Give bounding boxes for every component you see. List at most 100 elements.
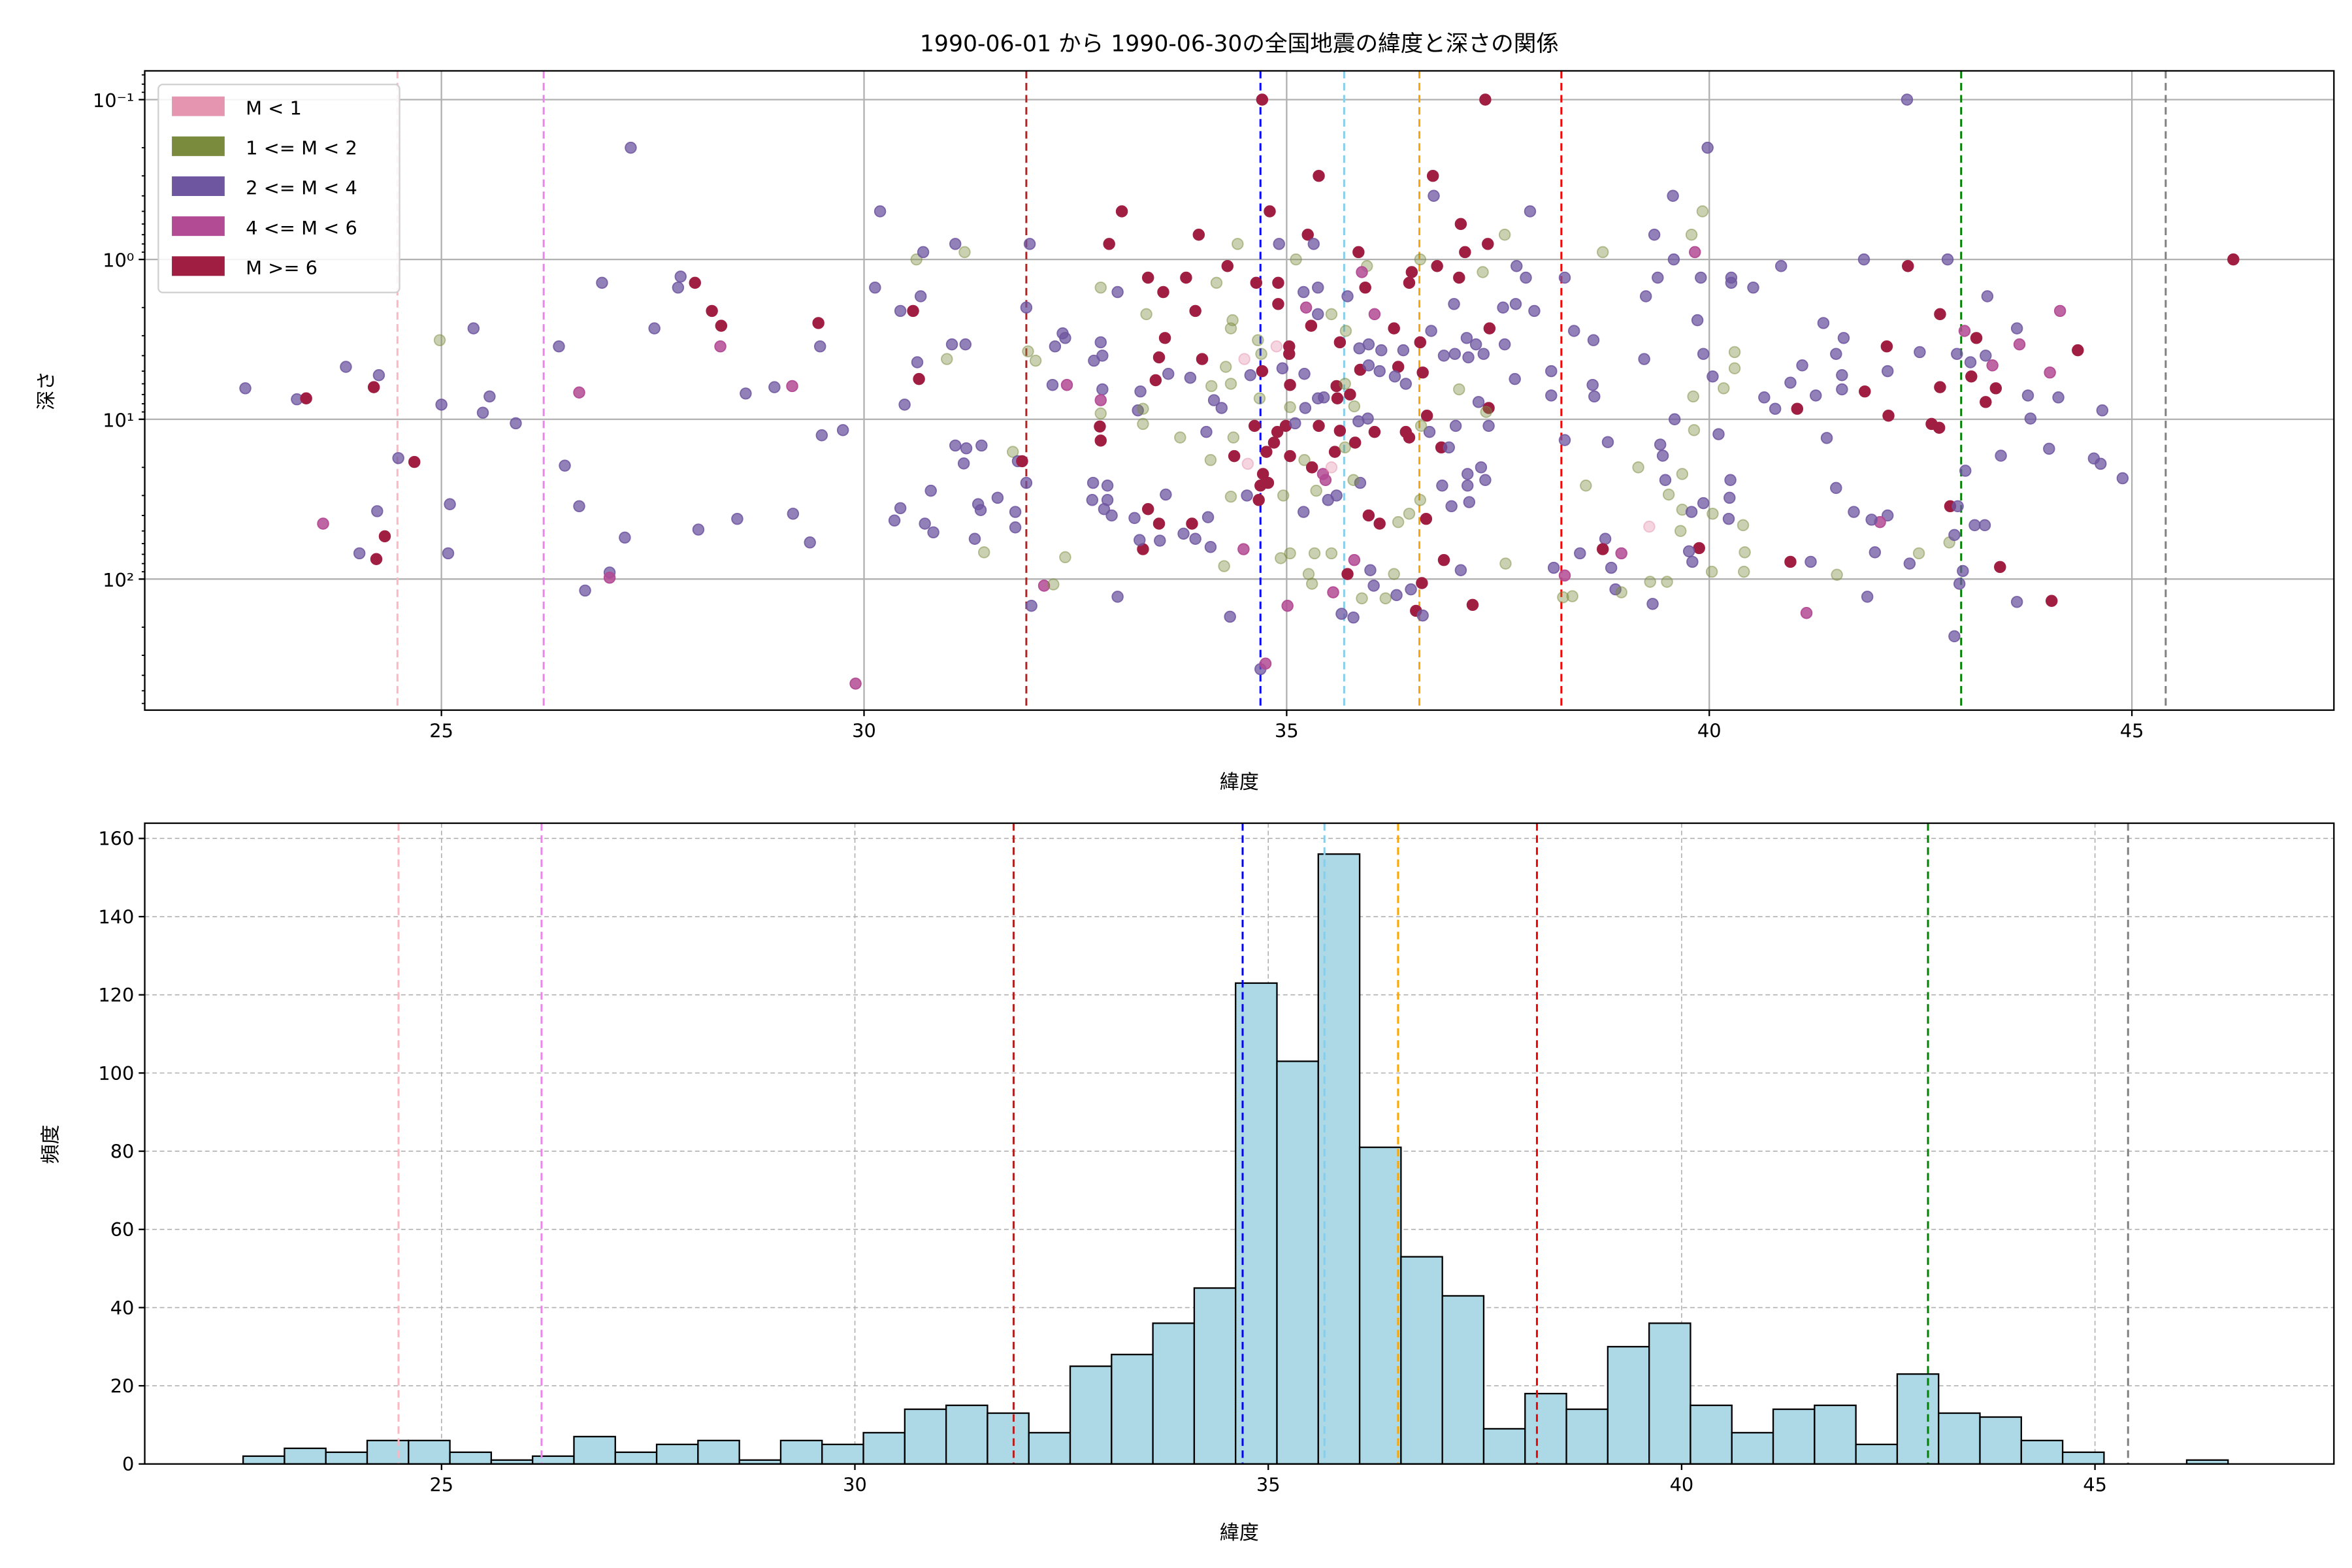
scatter-point [1462,468,1474,480]
scatter-point [1498,338,1511,351]
scatter-point [1088,354,1100,367]
scatter-point [1724,474,1737,486]
scatter-point [1271,425,1284,438]
scatter-point [1459,246,1471,259]
scatter-point [378,530,391,543]
scatter-point [1693,542,1705,555]
scatter-point [1912,547,1925,560]
scatter-point [1774,260,1788,272]
scatter-point [1477,266,1489,278]
histogram-bar [1772,1408,1816,1465]
scatter-point [1685,228,1698,241]
scatter-point [1367,580,1380,592]
scatter-point [1152,351,1166,364]
histogram-bar [284,1447,327,1465]
histogram-bar [614,1451,658,1465]
scatter-point [1273,238,1285,250]
scatter-point [1388,322,1400,335]
scatter-point [1747,281,1759,294]
y-tick-label: 100 [98,1062,134,1085]
chart-title: 1990-06-01 から 1990-06-30の全国地震の緯度と深さの関係 [920,31,1559,57]
scatter-point [1186,517,1198,530]
scatter-point [1644,576,1656,588]
scatter-point [467,322,480,335]
legend-label: M < 1 [246,97,302,119]
scatter-point [476,406,489,419]
scatter-point [1256,365,1269,378]
scatter-point [1405,266,1418,278]
scatter-point [2096,404,2109,417]
scatter-point [804,536,816,549]
scatter-point [1882,410,1895,422]
scatter-point [353,547,366,560]
scatter-point [1339,325,1352,337]
scatter-point [1654,438,1667,451]
scatter-point [1373,365,1386,378]
scatter-point [1196,353,1209,365]
x-tick-label: 30 [843,1473,867,1495]
scatter-point [1443,441,1455,454]
histogram-bar [325,1451,368,1465]
scatter-point [1241,489,1253,502]
scatter-point [1462,480,1474,492]
scatter-point [1687,390,1699,403]
scatter-point [991,491,1004,504]
histogram-bar [1441,1295,1485,1465]
scatter-point [1980,350,1992,362]
scatter-point [625,141,637,154]
scatter-point [1965,370,1978,383]
scatter-point [1094,281,1107,294]
scatter-point [1836,383,1848,396]
histogram-bar [366,1439,410,1465]
scatter-point [372,369,385,382]
scatter-point [1252,334,1264,346]
scatter-point [1339,378,1351,390]
scatter-point [553,340,565,353]
scatter-point [1162,368,1175,380]
scatter-point [1995,449,2007,462]
scatter-point [1305,578,1318,590]
scatter-point [714,340,727,353]
scatter-point [1141,271,1154,284]
scatter-point [1758,391,1771,404]
scatter-point [1207,394,1220,406]
scatter-point [510,417,522,430]
scatter-point [1219,361,1232,373]
scatter-point [1059,332,1071,344]
scatter-point [1994,561,2006,574]
y-tick-label: 160 [98,828,134,850]
axes-frame [144,822,2335,1465]
scatter-point [1352,246,1365,259]
scatter-point [898,399,911,411]
histogram-bar [2020,1439,2064,1465]
scatter-point [674,270,687,283]
scatter-point [1903,557,1916,570]
scatter-point [1448,298,1460,310]
scatter-point [974,504,987,516]
scatter-point [1046,378,1059,391]
scatter-point [1397,344,1410,357]
scatter-point [1689,246,1701,259]
scatter-point [1437,350,1450,362]
y-tick-label: 10⁰ [103,250,134,272]
histogram-bar [779,1439,823,1465]
scatter-point [1948,630,1961,643]
scatter-point [1299,402,1312,414]
scatter-point [2053,304,2066,318]
scatter-point [1820,432,1833,444]
histogram-bar [821,1443,864,1465]
scatter-point [949,238,962,250]
scatter-point [977,546,990,559]
scatter-point [1952,500,1964,513]
scatter-point [1857,253,1870,266]
scatter-point [1316,468,1330,480]
scatter-point [1686,555,1699,568]
scatter-point [1725,276,1738,289]
scatter-point [1728,346,1741,359]
scatter-point [1298,368,1311,380]
scatter-point [340,361,352,373]
scatter-point [1509,298,1522,310]
scatter-point [1414,419,1428,433]
scatter-point [1283,340,1296,353]
scatter-point [1177,527,1190,540]
